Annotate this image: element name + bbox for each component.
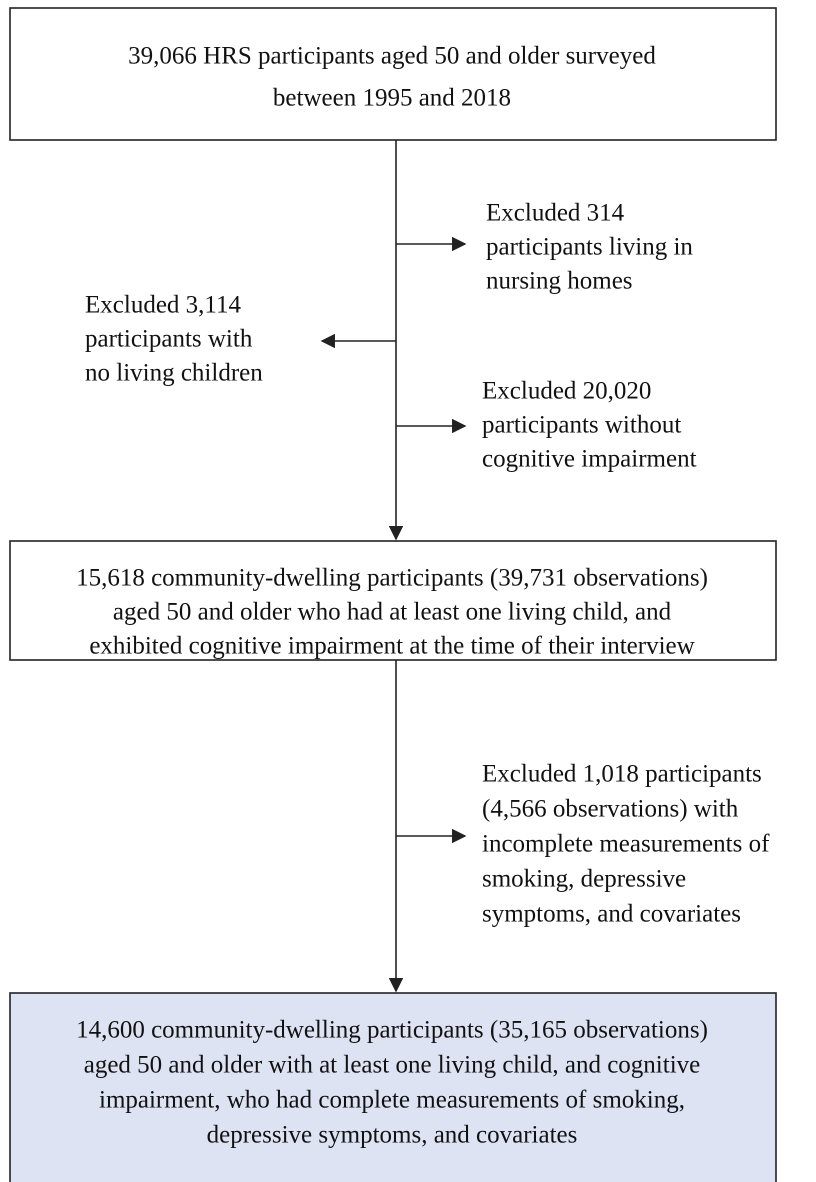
node-text: between 1995 and 2018 [273,85,511,112]
exclusion-text: incomplete measurements of [482,831,770,858]
exclusion-text: participants with [85,326,253,353]
node-text: impairment, who had complete measurement… [99,1087,685,1114]
exclusion-text: participants living in [486,234,693,261]
box-middle [9,540,777,661]
exclusion-text: participants without [482,412,681,439]
box-start [9,7,777,141]
node-text: exhibited cognitive impairment at the ti… [89,633,694,660]
node-text: 14,600 community-dwelling participants (… [76,1017,708,1044]
node-text: aged 50 and older who had at least one l… [113,599,672,626]
node-text: aged 50 and older with at least one livi… [84,1052,701,1079]
exclusion-text: cognitive impairment [482,446,697,473]
node-text: depressive symptoms, and covariates [207,1122,578,1149]
exclusion-text: (4,566 observations) with [482,796,739,823]
exclusion-text: Excluded 1,018 participants [482,761,762,788]
exclusion-text: Excluded 20,020 [482,378,651,405]
node-text: 39,066 HRS participants aged 50 and olde… [128,43,656,70]
exclusion-text: nursing homes [486,268,633,295]
box-final [9,992,777,1182]
exclusion-text: no living children [85,360,263,387]
exclusion-text: Excluded 314 [486,200,625,227]
exclusion-text: smoking, depressive [482,866,686,893]
node-text: 15,618 community-dwelling participants (… [76,565,708,592]
exclusion-text: symptoms, and covariates [482,901,741,928]
exclusion-text: Excluded 3,114 [85,292,241,319]
